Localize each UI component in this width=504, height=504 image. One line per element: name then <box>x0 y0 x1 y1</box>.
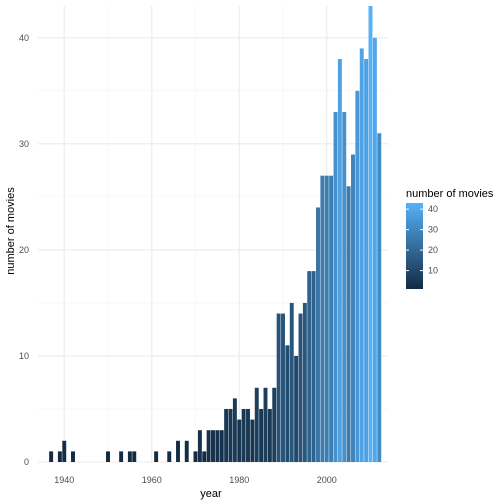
bar-1976 <box>219 430 224 462</box>
bar-1986 <box>263 387 268 462</box>
bar-1955 <box>127 451 132 462</box>
bar-1940 <box>62 440 67 462</box>
bar-2000 <box>324 175 329 462</box>
bar-1956 <box>132 451 137 462</box>
bar-2006 <box>351 154 355 462</box>
bar-1979 <box>232 398 237 462</box>
y-axis-title: number of movies <box>5 187 17 275</box>
bar-1999 <box>320 175 325 462</box>
bar-1980 <box>237 419 242 462</box>
bar-1983 <box>250 419 255 462</box>
bar-1971 <box>197 430 202 462</box>
bar-1995 <box>302 302 307 462</box>
bar-2010 <box>368 6 373 462</box>
x-axis-title: year <box>200 488 222 500</box>
bar-1982 <box>246 408 250 462</box>
y-tick-label: 0 <box>24 457 29 467</box>
bar-1961 <box>154 451 159 462</box>
bar-1993 <box>294 355 299 462</box>
bar-1988 <box>272 387 277 462</box>
bar-1964 <box>167 451 172 462</box>
bar-1975 <box>215 430 220 462</box>
x-tick-label: 1960 <box>142 475 162 485</box>
bar-2011 <box>372 37 377 462</box>
bar-1984 <box>254 387 259 462</box>
legend-ticks: 10 20 30 40 <box>406 204 438 276</box>
bar-1991 <box>285 345 290 462</box>
bar-1953 <box>119 451 124 462</box>
bar-1939 <box>57 451 62 462</box>
bar-1950 <box>106 451 110 462</box>
bar-1994 <box>298 313 303 462</box>
legend-title: number of movies <box>406 188 494 200</box>
bar-2007 <box>355 90 360 462</box>
legend-tick-label: 10 <box>428 266 438 276</box>
bar-2012 <box>377 133 382 463</box>
x-tick-labels: 1940 1960 1980 2000 <box>54 475 337 485</box>
bar-2003 <box>337 59 342 462</box>
bar-1972 <box>202 451 207 462</box>
x-tick-label: 1940 <box>54 475 74 485</box>
legend-tick-label: 20 <box>428 245 438 255</box>
x-tick-label: 1980 <box>229 475 249 485</box>
bar-1981 <box>241 408 246 462</box>
bar-1998 <box>316 207 320 462</box>
legend-tick-label: 30 <box>428 225 438 235</box>
y-tick-label: 20 <box>19 245 29 255</box>
bar-1970 <box>193 451 198 462</box>
y-tick-labels: 0 10 20 30 40 <box>19 33 29 467</box>
bar-1996 <box>307 271 312 462</box>
bar-1990 <box>281 313 285 462</box>
bar-2001 <box>329 175 334 462</box>
bars <box>49 6 382 463</box>
bar-1942 <box>71 451 75 462</box>
bar-2004 <box>342 112 347 462</box>
y-tick-label: 30 <box>19 139 29 149</box>
bar-2008 <box>359 48 364 462</box>
bar-1989 <box>276 313 281 462</box>
x-tick-label: 2000 <box>317 475 337 485</box>
bar-1978 <box>228 408 233 462</box>
bar-1973 <box>206 430 211 462</box>
bar-2009 <box>364 59 369 462</box>
legend-colorbar <box>406 203 423 289</box>
y-tick-label: 40 <box>19 33 29 43</box>
bar-2002 <box>333 112 338 462</box>
bar-1977 <box>224 408 229 462</box>
legend: number of movies 10 20 30 40 <box>406 188 494 289</box>
bar-1987 <box>267 408 272 462</box>
bar-2005 <box>346 186 351 463</box>
bar-1974 <box>211 430 215 462</box>
y-tick-label: 10 <box>19 351 29 361</box>
bar-1985 <box>259 408 264 462</box>
bar-1997 <box>311 271 316 462</box>
bar-1966 <box>176 440 180 462</box>
bar-1992 <box>289 302 294 462</box>
bar-1937 <box>49 451 54 462</box>
bar-1968 <box>184 440 189 462</box>
legend-tick-label: 40 <box>428 204 438 214</box>
